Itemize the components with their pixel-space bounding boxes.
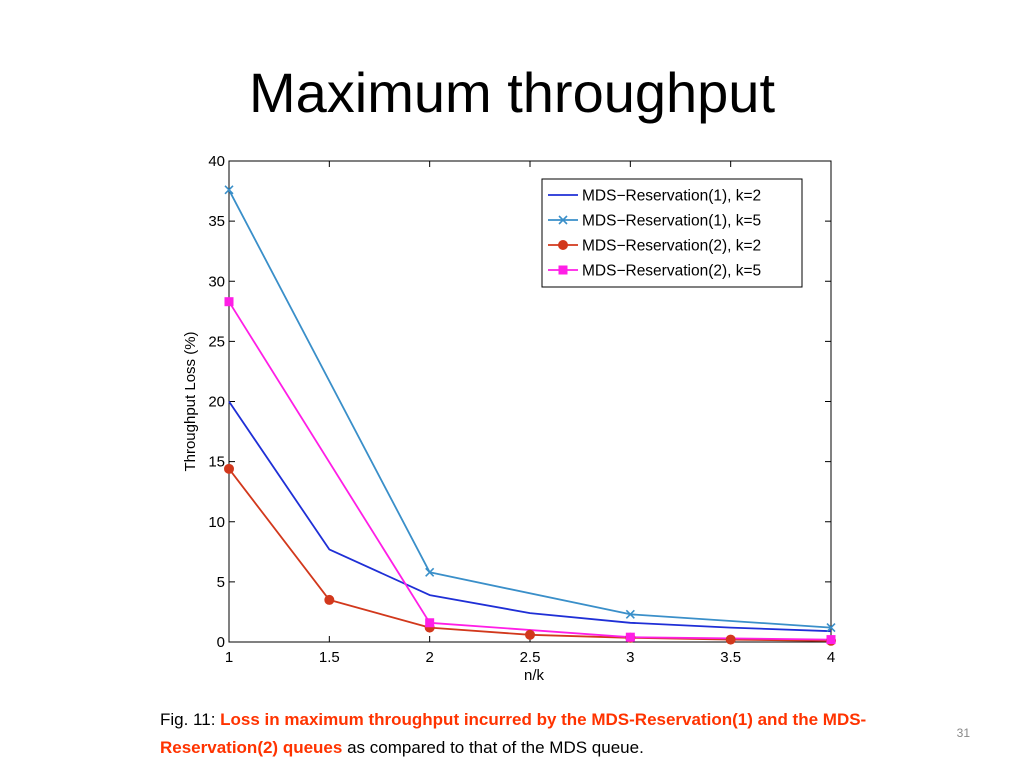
series-3-point — [324, 594, 335, 605]
x-tick-label: 2 — [425, 649, 433, 666]
series-3-point — [525, 629, 535, 640]
series-3-point — [725, 634, 736, 645]
caption-prefix: Fig. 11: — [160, 710, 221, 729]
legend-marker — [558, 240, 568, 250]
x-tick-label: 1 — [225, 649, 233, 666]
legend-entry: MDS−Reservation(1), k=2 — [582, 188, 761, 205]
y-tick-label: 30 — [208, 273, 225, 290]
legend-box — [541, 178, 803, 288]
legend-entry: MDS−Reservation(2), k=5 — [582, 263, 761, 280]
marker-stroke — [558, 215, 568, 225]
caption-suffix: as compared to that of the MDS queue. — [342, 738, 644, 757]
series-4-point — [224, 297, 234, 307]
x-tick-label: 1.5 — [319, 649, 340, 666]
marker-stroke — [826, 623, 836, 633]
x-axis-label: n/k — [524, 667, 545, 684]
legend-entry: MDS−Reservation(2), k=2 — [582, 238, 761, 255]
series-2-point — [224, 185, 234, 195]
legend-marker — [558, 215, 568, 225]
series-4-point — [425, 618, 435, 628]
y-tick-label: 10 — [208, 514, 225, 531]
series-2-point — [425, 567, 435, 577]
x-tick-label: 2.5 — [520, 649, 541, 666]
y-tick-label: 0 — [217, 634, 225, 651]
series-line-2 — [228, 189, 832, 629]
slide-title: Maximum throughput — [248, 61, 775, 124]
slide-number: 31 — [956, 726, 970, 740]
series-4-point — [826, 635, 836, 645]
series-4-point — [625, 632, 635, 642]
y-tick-label: 40 — [208, 153, 225, 170]
marker-stroke — [425, 567, 435, 577]
legend-entry: MDS−Reservation(1), k=5 — [582, 213, 761, 230]
marker-stroke — [224, 185, 234, 195]
chart-container: 1 1.5 2 2.5 3 3.5 4 0 5 10 15 20 25 30 35 40 MDS−Reserv… — [160, 145, 850, 690]
x-tick-label: 4 — [827, 649, 835, 666]
y-axis-label: Throughput Loss (%) — [182, 331, 199, 471]
x-tick-label: 3.5 — [720, 649, 741, 666]
legend-marker — [558, 265, 568, 275]
marker-stroke — [625, 609, 635, 619]
y-tick-label: 15 — [208, 454, 225, 471]
caption-highlight: Loss in maximum throughput incurred by t… — [160, 710, 867, 757]
figure-caption: Fig. 11: Loss in maximum throughput incu… — [160, 706, 920, 762]
x-tick-label: 3 — [626, 649, 634, 666]
series-line-1 — [228, 400, 832, 633]
y-tick-label: 35 — [208, 213, 225, 230]
series-2-point — [826, 623, 836, 633]
series-3-point — [224, 463, 234, 474]
series-2-point — [625, 609, 635, 619]
y-tick-label: 20 — [208, 394, 225, 411]
y-tick-label: 25 — [208, 333, 225, 350]
y-tick-label: 5 — [217, 574, 225, 591]
